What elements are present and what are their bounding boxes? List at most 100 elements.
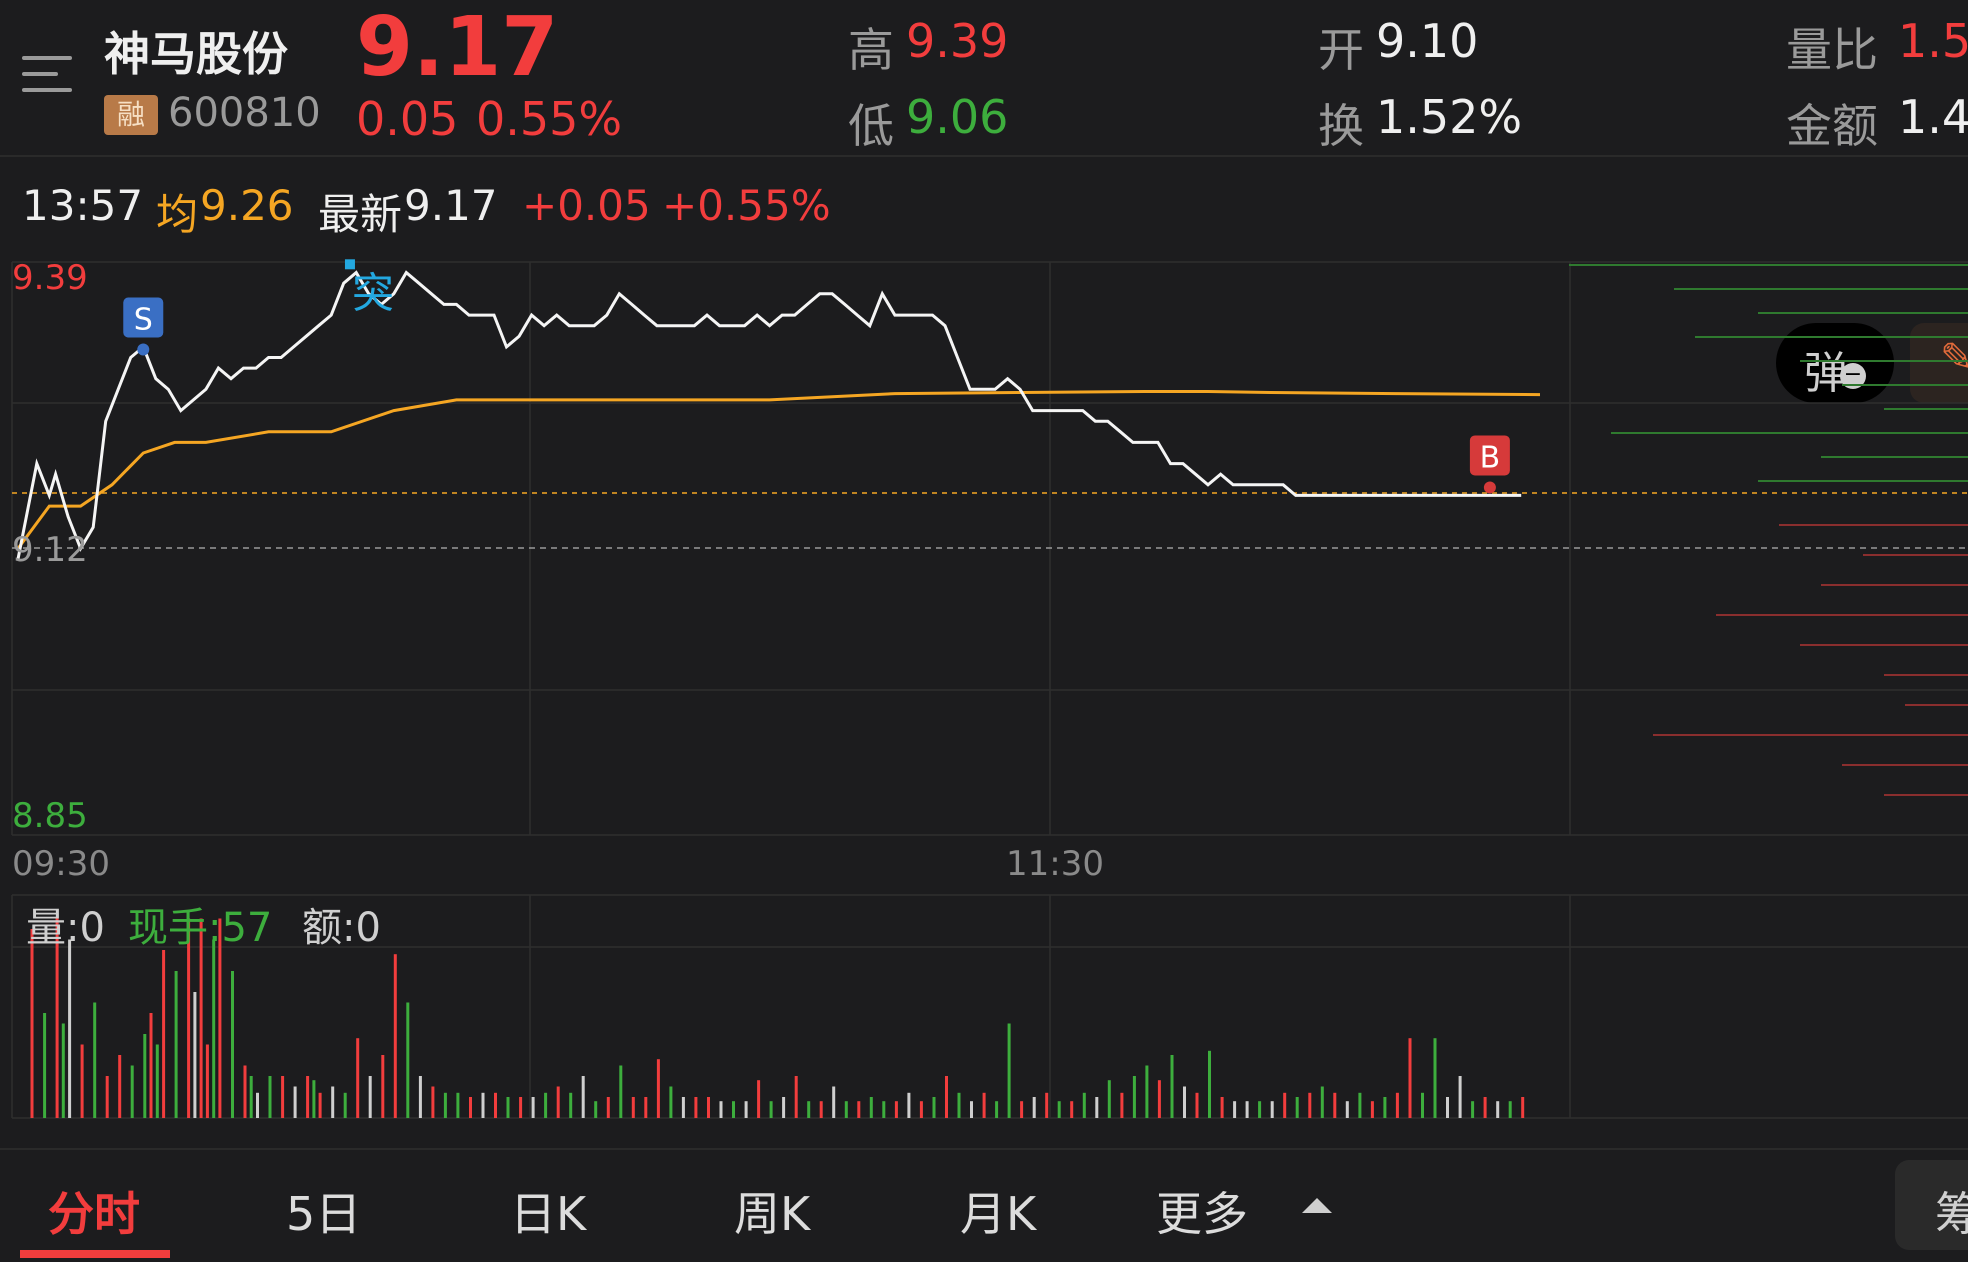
volume-bar — [844, 1101, 848, 1118]
volume-bar — [249, 1076, 253, 1118]
volume-bar — [769, 1101, 773, 1118]
sell-marker-box — [123, 297, 164, 338]
turnover-value: 1.52% — [1376, 90, 1523, 144]
marker-buy[interactable]: B — [1469, 435, 1510, 494]
breakout-marker-dot — [344, 259, 355, 270]
volume-bar — [130, 1065, 134, 1118]
volume-bar — [1483, 1097, 1487, 1118]
volume-bar — [218, 918, 222, 1118]
volume-bar — [381, 1055, 385, 1118]
volume-bar — [1496, 1101, 1500, 1118]
period-tab-bar — [0, 1148, 1968, 1262]
chips-label: 筹 — [1935, 1187, 1968, 1241]
volume-bar — [919, 1101, 923, 1118]
volume-bar — [531, 1097, 535, 1118]
volume-bar — [1283, 1092, 1287, 1118]
volume-bar — [1458, 1076, 1462, 1118]
high-value: 9.39 — [906, 14, 1009, 68]
volume-bar — [882, 1101, 886, 1118]
volume-bars — [30, 918, 1525, 1118]
volume-label: 量:0 — [26, 905, 105, 951]
stock-name[interactable]: 神马股份 — [104, 27, 288, 81]
marker-breakout[interactable]: 突 — [344, 259, 394, 317]
chart-grid — [11, 261, 1968, 1119]
volume-bar — [644, 1097, 648, 1118]
volume-bar — [694, 1097, 698, 1118]
current-price: 9.17 — [356, 0, 559, 95]
volume-bar — [174, 971, 178, 1118]
price-axis-ref: 9.12 — [12, 530, 88, 570]
volume-bar — [205, 1044, 209, 1118]
volume-bar — [256, 1092, 259, 1118]
tab-intraday[interactable]: 分时 — [48, 1187, 140, 1241]
volume-bar — [393, 954, 397, 1118]
volume-bar — [93, 1002, 97, 1118]
volume-bar — [744, 1101, 748, 1118]
marker-sell[interactable]: S — [123, 297, 164, 356]
volume-bar — [1446, 1097, 1449, 1118]
orderbook-depth — [1569, 264, 1968, 796]
volume-bar — [1120, 1092, 1124, 1118]
volume-bar — [456, 1092, 460, 1118]
menu-icon[interactable] — [22, 52, 78, 98]
volume-bar — [1395, 1092, 1399, 1118]
volume-bar — [594, 1101, 598, 1118]
volume-bar — [1308, 1092, 1312, 1118]
amount-label: 金额 — [1786, 99, 1878, 153]
volume-bar — [1057, 1101, 1061, 1118]
volume-bar — [68, 939, 72, 1118]
chevron-up-icon[interactable] — [1302, 1198, 1332, 1213]
volume-bar — [819, 1101, 823, 1118]
volume-bar — [544, 1092, 548, 1118]
volume-bar — [43, 1013, 47, 1118]
amount-volume-label: 额:0 — [302, 905, 381, 951]
volume-bar — [857, 1101, 861, 1118]
volume-bar — [1370, 1101, 1374, 1118]
volume-bar — [869, 1097, 873, 1118]
tab-weekly-k[interactable]: 周K — [734, 1187, 811, 1241]
avg-label: 均 — [156, 190, 199, 239]
volume-bar — [187, 918, 191, 1118]
volume-bar — [431, 1086, 435, 1118]
avg-value: 9.26 — [200, 181, 294, 230]
volume-bar — [199, 918, 203, 1118]
tab-daily-k[interactable]: 日K — [510, 1187, 587, 1241]
volume-bar — [619, 1065, 623, 1118]
volume-bar — [293, 1086, 297, 1118]
intraday-chart[interactable]: S 突 B 9.39 9.12 8.85 09:30 11:30 量:0 现手:57… — [0, 255, 1968, 1155]
chips-button[interactable]: 筹 — [1895, 1160, 1968, 1250]
tab-more[interactable]: 更多 — [1156, 1187, 1248, 1241]
volume-ratio-label: 量比 — [1786, 23, 1878, 77]
volume-bar — [1295, 1097, 1299, 1118]
latest-value: 9.17 — [404, 181, 498, 230]
volume-bar — [1521, 1097, 1525, 1118]
volume-bar — [556, 1086, 560, 1118]
volume-bar — [343, 1092, 347, 1118]
volume-bar — [807, 1101, 811, 1118]
volume-bar — [1471, 1101, 1475, 1118]
volume-bar — [1132, 1076, 1136, 1118]
trade-markers: S 突 B — [123, 259, 1510, 494]
volume-bar — [945, 1076, 948, 1118]
chart-info-bar: 13:57 均 9.26 最新 9.17 +0.05 +0.55% 弹 − ✎ — [0, 157, 1968, 403]
volume-bar — [1157, 1080, 1161, 1118]
volume-bar — [519, 1097, 523, 1118]
breakout-marker-label: 突 — [352, 268, 394, 317]
volume-bar — [1245, 1101, 1249, 1118]
volume-bar — [61, 1023, 65, 1118]
volume-bar — [1082, 1092, 1086, 1118]
volume-bar — [581, 1076, 585, 1118]
current-hand-label: 现手:57 — [128, 905, 272, 951]
latest-label: 最新 — [318, 190, 403, 239]
volume-bar — [443, 1092, 447, 1118]
buy-marker-box — [1469, 435, 1510, 476]
volume-bar — [30, 929, 34, 1118]
volume-bar — [1107, 1080, 1111, 1118]
tab-monthly-k[interactable]: 月K — [960, 1187, 1037, 1241]
volume-bar — [418, 1076, 422, 1118]
avg-price-line — [16, 390, 1541, 550]
volume-bar — [732, 1101, 735, 1118]
margin-badge: 融 — [104, 95, 158, 135]
volume-bar — [794, 1076, 798, 1118]
tab-five-day[interactable]: 5日 — [286, 1187, 362, 1241]
